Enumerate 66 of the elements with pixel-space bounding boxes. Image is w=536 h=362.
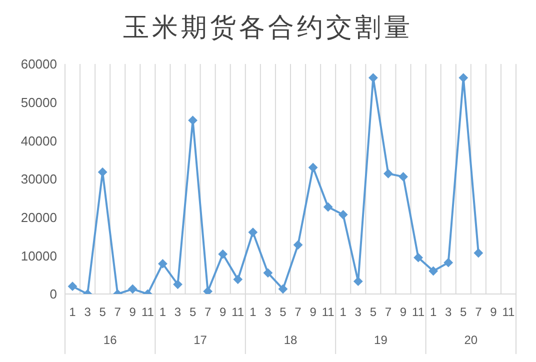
y-tick-label: 10000 xyxy=(20,248,57,264)
point xyxy=(294,240,303,250)
x-tick-label: 11 xyxy=(232,305,244,319)
x-tick-label: 9 xyxy=(129,305,136,319)
y-tick-label: 60000 xyxy=(20,56,57,72)
point xyxy=(398,172,408,182)
x-tick-label: 9 xyxy=(220,305,227,319)
text: 19 xyxy=(374,333,388,347)
x-tick-label: 1 xyxy=(340,305,347,319)
x-tick-label: 3 xyxy=(84,305,92,319)
x-tick-label: 7 xyxy=(384,305,392,319)
chart-title: 玉米期货各合约交割量 xyxy=(122,12,414,45)
point xyxy=(458,73,468,82)
x-tick-label: 5 xyxy=(99,305,106,319)
x-tick-label: 11 xyxy=(412,305,425,319)
point xyxy=(308,163,318,172)
x-tick-label: 11 xyxy=(141,305,154,319)
x-tick-label: 1 xyxy=(69,305,76,319)
point xyxy=(263,268,272,278)
point xyxy=(248,228,258,237)
point xyxy=(68,282,78,291)
x-tick-label: 5 xyxy=(460,305,468,319)
point xyxy=(158,259,168,268)
x-tick-label: 5 xyxy=(189,305,196,319)
point xyxy=(324,202,333,212)
x-tick-label: 3 xyxy=(354,305,362,319)
x-tick-label: 5 xyxy=(370,305,377,319)
x-tick-label: 9 xyxy=(400,305,407,319)
x-tick-label: 9 xyxy=(490,305,498,319)
text: 18 xyxy=(284,333,298,347)
point xyxy=(278,284,288,294)
point xyxy=(173,280,182,289)
x-tick-label: 7 xyxy=(294,305,302,319)
text: 17 xyxy=(194,333,208,347)
y-tick-label: 40000 xyxy=(20,133,57,148)
point xyxy=(338,210,348,220)
point xyxy=(428,266,438,276)
x-tick-label: 9 xyxy=(310,305,317,319)
x-tick-label: 11 xyxy=(322,305,335,319)
point xyxy=(218,250,228,259)
point xyxy=(233,274,242,284)
x-tick-label: 11 xyxy=(502,305,516,319)
y-tick-label: 50000 xyxy=(20,94,57,110)
point xyxy=(414,253,423,262)
point xyxy=(384,169,393,178)
y-tick-label: 0 xyxy=(50,286,57,302)
y-tick-label: 20000 xyxy=(20,210,57,225)
point xyxy=(354,276,363,286)
x-tick-label: 3 xyxy=(264,305,272,319)
point xyxy=(128,284,138,294)
x-tick-label: 1 xyxy=(159,305,166,319)
point xyxy=(368,73,378,82)
x-tick-label: 3 xyxy=(174,305,182,319)
x-tick-label: 7 xyxy=(475,305,482,319)
x-tick-label: 3 xyxy=(445,305,452,319)
text: 20 xyxy=(464,333,478,347)
x-tick-label: 7 xyxy=(114,305,122,319)
point xyxy=(188,116,198,125)
point xyxy=(444,258,453,268)
text: 16 xyxy=(103,333,118,347)
y-tick-label: 30000 xyxy=(20,172,57,187)
x-tick-label: 5 xyxy=(280,305,287,319)
point xyxy=(474,248,483,258)
x-tick-label: 1 xyxy=(250,305,257,319)
x-tick-label: 7 xyxy=(204,305,212,319)
x-tick-label: 1 xyxy=(430,305,437,319)
